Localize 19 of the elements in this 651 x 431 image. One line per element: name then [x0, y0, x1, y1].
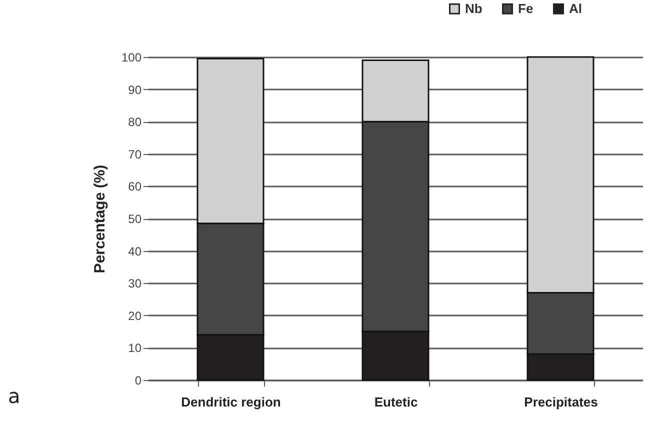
x-tick-label: Eutetic: [374, 394, 418, 410]
y-tick-label: 0: [134, 374, 142, 388]
text: a: [8, 384, 20, 408]
y-axis-title: Percentage (%): [91, 164, 108, 274]
legend-label: Nb: [465, 0, 482, 16]
y-tick-label: 40: [128, 244, 142, 258]
y-tick-label: 60: [128, 180, 142, 194]
y-tick-label: 80: [128, 115, 142, 130]
legend-label: Fe: [518, 0, 534, 16]
y-tick-label: 100: [121, 50, 142, 64]
x-tick-label: Dendritic region: [181, 394, 281, 410]
y-tick-label: 90: [128, 82, 142, 97]
legend-label: Al: [569, 0, 582, 16]
y-tick-label: 50: [128, 212, 142, 226]
y-tick-label: 70: [128, 147, 142, 162]
y-tick-label: 30: [128, 276, 142, 291]
y-tick-label: 20: [128, 308, 142, 323]
y-tick-label: 10: [128, 341, 142, 356]
x-tick-label: Precipitates: [524, 394, 598, 410]
